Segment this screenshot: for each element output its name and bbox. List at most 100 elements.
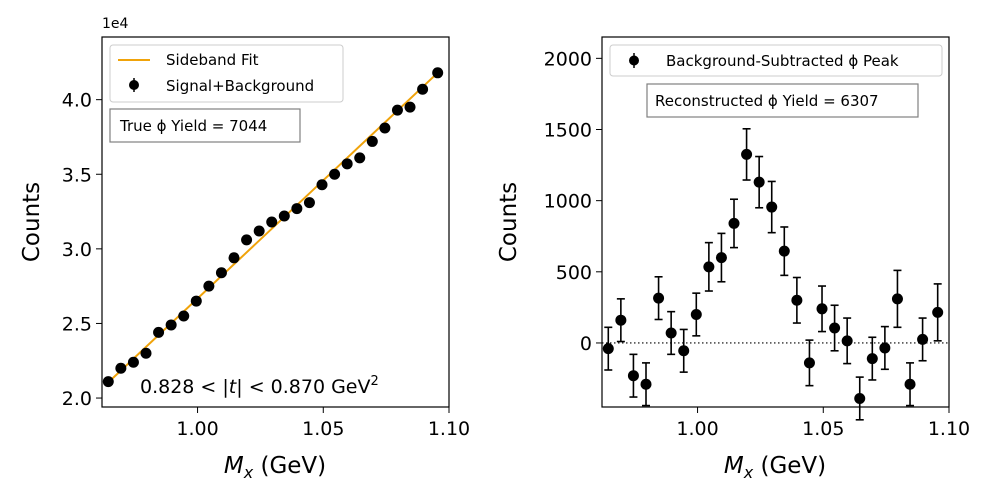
right-y-tick-label: 1000 (544, 191, 592, 213)
right-data-point (778, 245, 790, 257)
left-data-point (215, 267, 227, 279)
right-data-point (766, 201, 778, 213)
left-data-point (178, 310, 190, 322)
left-y-tick-label: 3.0 (62, 239, 92, 261)
left-legend-entry-1: Sideband Fit (166, 51, 259, 69)
right-data-point (829, 322, 841, 334)
left-t-range-annotation: 0.828 < |t| < 0.870 GeV2 (140, 374, 379, 398)
left-offset-text: 1e4 (102, 16, 129, 32)
left-data-point (391, 104, 403, 116)
left-data-point (203, 280, 215, 292)
left-data-point (266, 216, 278, 228)
left-data-point (241, 234, 253, 246)
left-data-point (115, 362, 127, 374)
left-y-tick-label: 4.0 (62, 90, 92, 112)
left-panel: 1.00 1.05 1.10 2.0 2.5 3.0 3.5 4.0 1e4 Counts M… (19, 16, 470, 482)
right-data-point (891, 293, 903, 305)
left-plot-marks (102, 67, 444, 388)
left-data-point (278, 210, 290, 222)
left-ticks: 1.00 1.05 1.10 2.0 2.5 3.0 3.5 4.0 (62, 90, 470, 440)
right-data-point (854, 392, 866, 404)
left-y-axis-label: Counts (19, 182, 45, 262)
left-yield-text: True ϕ Yield = 7044 (119, 117, 267, 135)
right-y-tick-label: 2000 (544, 48, 592, 70)
left-data-point (140, 347, 152, 359)
left-data-point (379, 122, 391, 134)
left-data-point (190, 295, 202, 307)
right-x-axis-label: Mx (GeV) (724, 453, 826, 482)
left-data-point (291, 203, 303, 215)
right-panel: 1.00 1.05 1.10 0 500 1000 1500 2000 Counts Mx (… (496, 36, 971, 482)
right-data-point (879, 342, 891, 354)
right-data-point (917, 333, 929, 345)
right-plot-marks (602, 127, 949, 421)
right-x-tick-label: 1.05 (802, 418, 844, 440)
right-data-point (932, 306, 944, 318)
left-data-point (316, 179, 328, 191)
right-data-point (665, 327, 677, 339)
right-legend: Background-Subtracted ϕ Peak (609, 44, 943, 77)
left-x-tick-label: 1.10 (428, 418, 470, 440)
left-data-point (165, 319, 177, 331)
left-data-point (341, 158, 353, 170)
right-data-point (904, 378, 916, 390)
left-y-tick-label: 3.5 (62, 164, 92, 186)
left-data-point (404, 101, 416, 113)
left-yield-box: True ϕ Yield = 7044 (109, 108, 301, 143)
left-legend: Sideband Fit Signal+Background (109, 44, 344, 103)
right-data-point (803, 357, 815, 369)
right-ticks: 1.00 1.05 1.10 0 500 1000 1500 2000 (544, 48, 971, 440)
right-data-point (640, 378, 652, 390)
left-y-tick-label: 2.0 (62, 388, 92, 410)
left-yield-box-frame (109, 108, 301, 143)
right-y-axis-label: Counts (496, 182, 522, 262)
left-x-tick-label: 1.00 (176, 418, 218, 440)
left-data-point (253, 225, 265, 237)
right-data-point (678, 345, 690, 357)
right-data-point (841, 335, 853, 347)
left-x-tick-label: 1.05 (302, 418, 344, 440)
left-legend-marker-swatch (129, 80, 139, 90)
right-data-point (791, 294, 803, 306)
left-data-point (127, 356, 139, 368)
right-yield-box-frame (646, 83, 919, 118)
left-data-point (329, 168, 341, 180)
right-x-tick-label: 1.10 (928, 418, 970, 440)
left-data-point (354, 152, 366, 164)
left-data-point (303, 197, 315, 209)
left-legend-frame (109, 44, 344, 103)
left-x-axis-label: Mx (GeV) (224, 453, 326, 482)
right-data-point (602, 343, 614, 355)
right-data-point (703, 261, 715, 273)
left-y-tick-label: 2.5 (62, 313, 92, 335)
right-data-point (627, 370, 639, 382)
right-data-point (753, 176, 765, 188)
left-legend-entry-2: Signal+Background (166, 77, 314, 95)
right-y-tick-label: 500 (556, 262, 592, 284)
right-legend-entry-1: Background-Subtracted ϕ Peak (666, 52, 899, 70)
right-data-point (728, 217, 740, 229)
left-data-point (417, 83, 429, 95)
right-x-tick-label: 1.00 (676, 418, 718, 440)
right-data-point (615, 314, 627, 326)
right-data-point (866, 353, 878, 365)
right-data-point (653, 292, 665, 304)
right-axes-frame (601, 36, 950, 408)
left-data-point (432, 67, 444, 79)
left-data-point (153, 326, 165, 338)
right-legend-marker-swatch (629, 55, 639, 66)
left-axes-frame (101, 36, 450, 408)
right-data-point (690, 309, 702, 320)
right-data-point (741, 148, 753, 160)
right-y-tick-label: 0 (580, 333, 592, 355)
right-data-point (715, 252, 727, 264)
left-data-point (366, 135, 378, 147)
right-y-tick-label: 1500 (544, 120, 592, 142)
right-yield-box: Reconstructed ϕ Yield = 6307 (646, 83, 919, 118)
left-data-point (228, 252, 240, 264)
right-data-point (816, 303, 828, 315)
right-legend-frame (609, 44, 943, 77)
right-yield-text: Reconstructed ϕ Yield = 6307 (655, 92, 879, 110)
left-data-point (102, 376, 114, 388)
